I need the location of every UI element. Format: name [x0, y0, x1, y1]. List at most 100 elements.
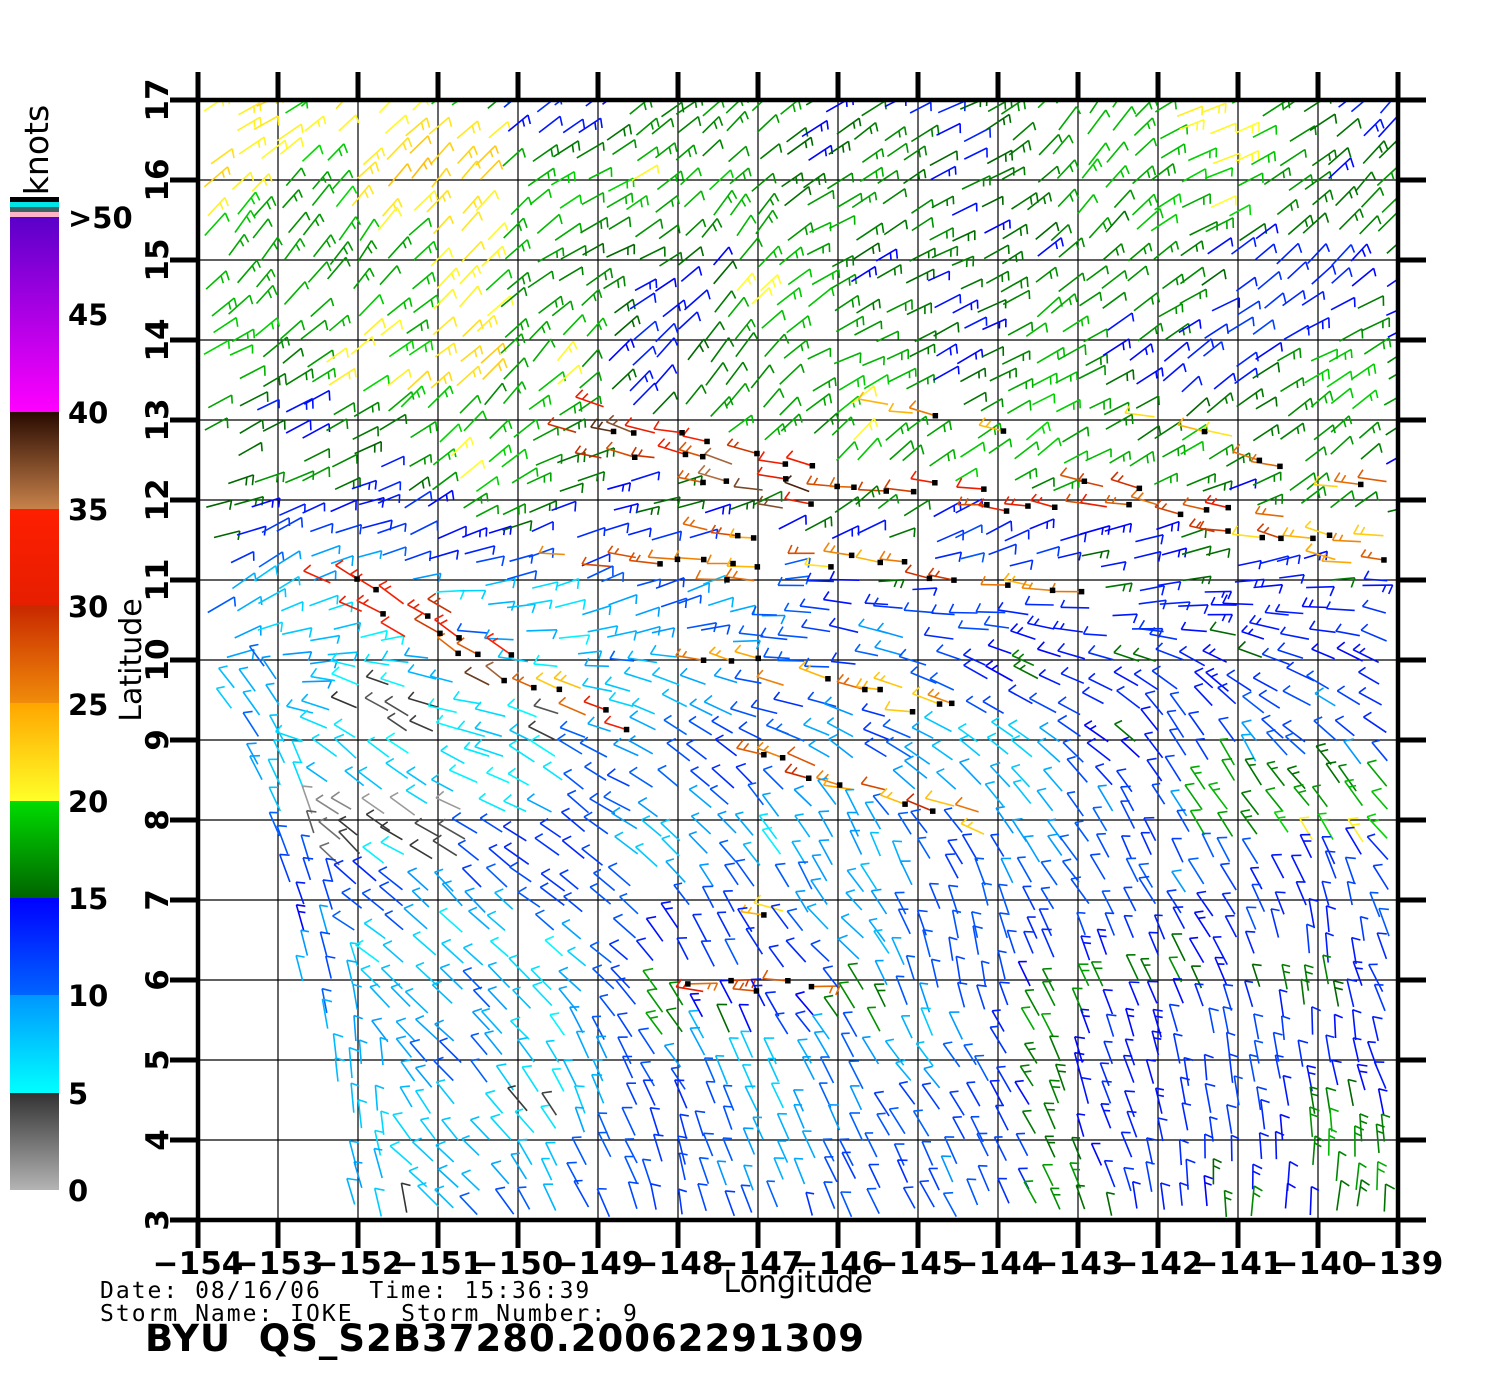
rain-flag [808, 501, 814, 507]
colorbar-label: >50 [68, 201, 133, 235]
rain-flag [825, 676, 831, 682]
colorbar-label: 10 [68, 979, 109, 1014]
rain-flag [1259, 534, 1265, 541]
rain-flag [723, 478, 730, 484]
colorbar-segment [10, 898, 59, 996]
rain-flag [848, 552, 855, 559]
rain-flag [877, 559, 883, 566]
colorbar-label: 25 [68, 687, 109, 722]
rain-flag [501, 677, 507, 684]
rain-flag [1256, 457, 1263, 464]
rain-flag [632, 454, 638, 460]
x-axis-title: Longitude [723, 1265, 872, 1300]
colorbar [10, 197, 59, 1190]
rain-flag [750, 535, 757, 541]
rain-flag [1201, 428, 1208, 435]
product-id-line: BYU QS_S2B37280.20062291309 [145, 1317, 865, 1360]
rain-flag [1003, 508, 1010, 514]
colorbar-stripe [10, 197, 59, 202]
rain-flag [701, 556, 707, 563]
rain-flag [779, 755, 786, 761]
rain-flag [761, 752, 767, 758]
rain-flag [623, 726, 630, 733]
rain-flag [674, 556, 681, 563]
rain-flag [685, 981, 691, 987]
colorbar-segment [10, 1092, 59, 1190]
rain-flag [1225, 528, 1231, 534]
rain-flag [836, 782, 843, 788]
rain-flag [754, 450, 760, 457]
rain-flag [785, 978, 791, 984]
rain-flag [556, 686, 563, 693]
y-tick-label: 3 [140, 1209, 176, 1231]
y-tick-label: 14 [140, 318, 176, 361]
rain-flag [1203, 507, 1210, 513]
rain-flag [1225, 504, 1231, 511]
rain-flag [657, 561, 663, 567]
rain-flag [808, 983, 815, 990]
colorbar-label: 30 [68, 590, 109, 625]
x-tick-label: −154 [153, 1246, 244, 1282]
rain-flag [1081, 478, 1088, 484]
colorbar-stripe [10, 212, 59, 217]
y-tick-label: 17 [140, 78, 176, 121]
rain-flag [1326, 532, 1333, 538]
colorbar-label: 20 [68, 784, 109, 819]
rain-flag [834, 483, 840, 490]
rain-flag [909, 709, 916, 715]
rain-flag [755, 655, 761, 662]
rain-flag [700, 453, 706, 460]
rain-flag [782, 461, 789, 467]
rain-flag [682, 451, 689, 458]
y-tick-label: 4 [140, 1129, 176, 1151]
rain-flag [754, 564, 761, 570]
y-tick-label: 10 [140, 638, 176, 681]
rain-flag [936, 701, 943, 707]
x-tick-label: −143 [1033, 1246, 1124, 1282]
rain-flag [981, 486, 987, 492]
rain-flag [728, 658, 735, 664]
rain-flag [700, 479, 706, 486]
colorbar-segment [10, 995, 59, 1093]
rain-flag [610, 428, 617, 435]
y-tick-label: 15 [140, 238, 176, 281]
rain-flag [704, 438, 710, 445]
rain-flag [1381, 557, 1387, 563]
rain-flag [949, 700, 955, 707]
colorbar-label: 15 [68, 882, 109, 917]
y-tick-label: 16 [140, 158, 176, 201]
y-tick-label: 7 [140, 889, 176, 911]
rain-flag [728, 977, 734, 984]
x-tick-label: −152 [313, 1246, 404, 1282]
rain-flag [901, 559, 908, 565]
rain-flag [1310, 535, 1316, 542]
y-tick-label: 11 [140, 558, 176, 601]
y-tick-label: 9 [140, 729, 176, 751]
rain-flag [730, 560, 736, 567]
rain-flag [354, 576, 360, 582]
grid-lines [198, 100, 1398, 1220]
y-tick-label: 8 [140, 809, 176, 831]
x-tick-label: −150 [473, 1246, 564, 1282]
colorbar-label: 5 [68, 1076, 89, 1111]
x-tick-label: −142 [1113, 1246, 1204, 1282]
colorbar-segment [10, 217, 59, 412]
rain-flag [1278, 535, 1284, 542]
rain-flag [508, 652, 515, 658]
colorbar-title: knots [17, 105, 56, 195]
rain-flag [1126, 501, 1132, 508]
rain-flag [932, 480, 938, 486]
y-tick-label: 6 [140, 969, 176, 991]
colorbar-segment [10, 800, 59, 899]
rain-flag [1000, 428, 1007, 434]
rain-flag [679, 430, 685, 436]
rain-flag [735, 532, 741, 539]
rain-flag [1078, 588, 1085, 595]
x-tick-labels: −154−153−152−151−150−149−148−147−146−145… [153, 1246, 1444, 1282]
rain-flag [724, 577, 730, 583]
y-tick-label: 5 [140, 1049, 176, 1071]
rain-flag [1005, 582, 1011, 588]
rain-flag [380, 611, 386, 617]
y-tick-labels: 17 16 15 14 13 12 11 10 9 8 7 6 5 4 3 [140, 78, 176, 1230]
